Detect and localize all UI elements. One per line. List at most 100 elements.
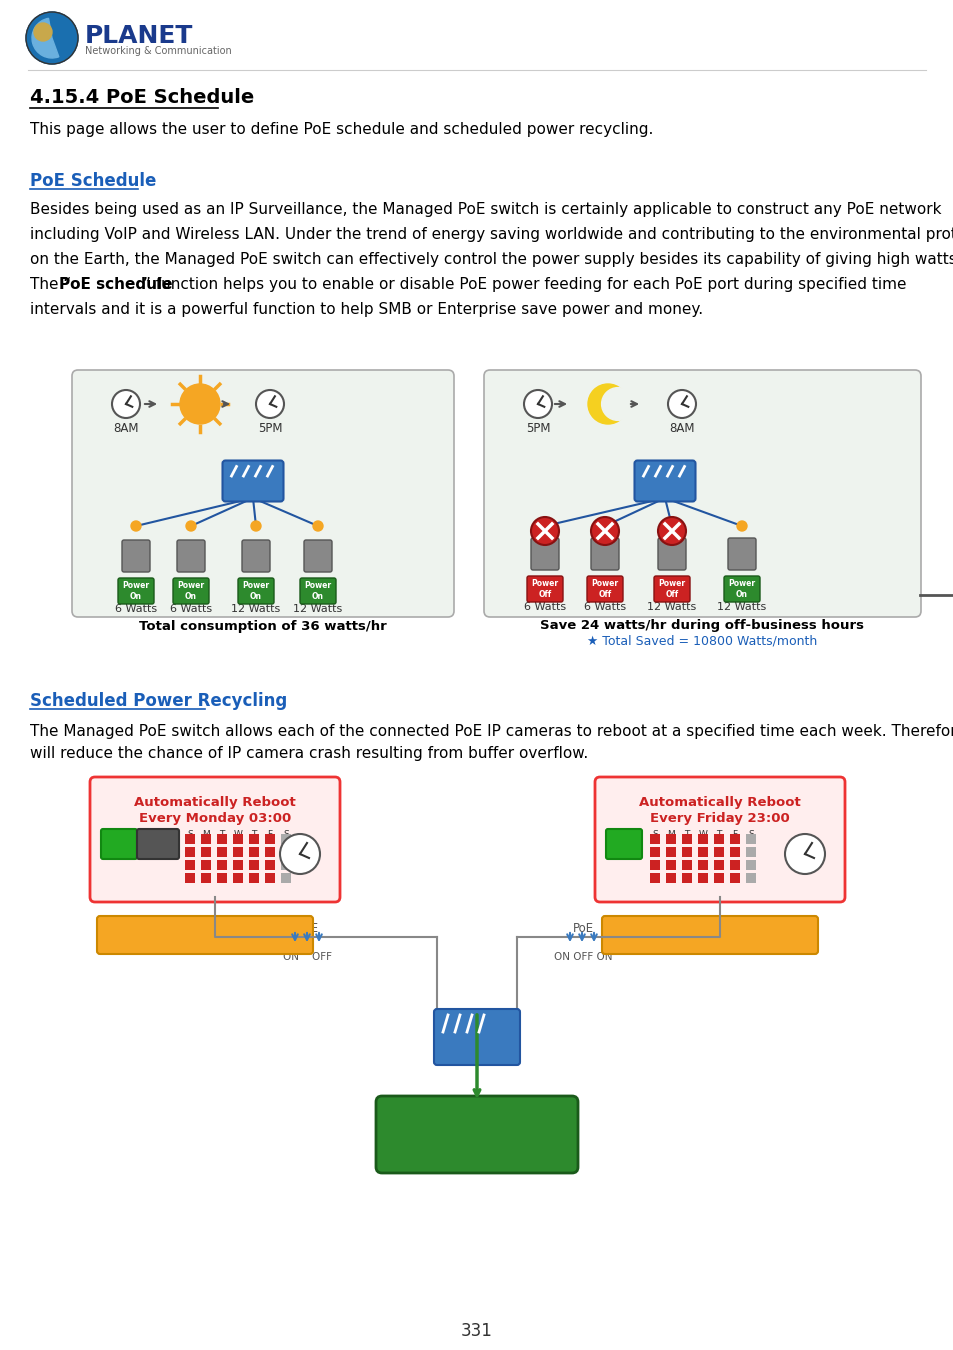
Circle shape [539, 521, 550, 531]
Circle shape [251, 521, 261, 531]
FancyBboxPatch shape [665, 873, 676, 883]
FancyBboxPatch shape [681, 873, 691, 883]
FancyBboxPatch shape [713, 873, 723, 883]
FancyBboxPatch shape [233, 873, 243, 883]
Text: 12 Watts: 12 Watts [294, 603, 342, 614]
Text: including VoIP and Wireless LAN. Under the trend of energy saving worldwide and : including VoIP and Wireless LAN. Under t… [30, 227, 953, 242]
Text: Total consumption of 36 watts/hr: Total consumption of 36 watts/hr [139, 620, 387, 633]
Text: T: T [251, 830, 256, 838]
Circle shape [601, 387, 634, 420]
FancyBboxPatch shape [172, 578, 209, 603]
FancyBboxPatch shape [595, 778, 844, 902]
FancyBboxPatch shape [281, 834, 291, 844]
FancyBboxPatch shape [586, 576, 622, 602]
FancyBboxPatch shape [713, 860, 723, 869]
Text: PoE schedule: PoE schedule [59, 277, 172, 292]
FancyBboxPatch shape [526, 576, 562, 602]
FancyBboxPatch shape [249, 846, 258, 857]
FancyBboxPatch shape [185, 860, 194, 869]
Text: 5PM: 5PM [257, 423, 282, 435]
FancyBboxPatch shape [281, 873, 291, 883]
Text: 8AM: 8AM [113, 423, 138, 435]
Text: Every Friday 23:00: Every Friday 23:00 [649, 811, 789, 825]
Circle shape [26, 12, 78, 63]
Text: S: S [283, 830, 289, 838]
Text: 5PM: 5PM [525, 423, 550, 435]
Text: ” function helps you to enable or disable PoE power feeding for each PoE port du: ” function helps you to enable or disabl… [143, 277, 905, 292]
Text: OFF: OFF [146, 838, 170, 849]
FancyBboxPatch shape [729, 873, 740, 883]
Text: will reduce the chance of IP camera crash resulting from buffer overflow.: will reduce the chance of IP camera cras… [30, 747, 588, 761]
Text: Networking & Communication: Networking & Communication [85, 46, 232, 55]
Text: 6 Watts: 6 Watts [523, 602, 565, 612]
FancyBboxPatch shape [281, 860, 291, 869]
FancyBboxPatch shape [375, 1096, 578, 1173]
FancyBboxPatch shape [665, 846, 676, 857]
FancyBboxPatch shape [304, 540, 332, 572]
FancyBboxPatch shape [698, 860, 707, 869]
Text: This page allows the user to define PoE schedule and scheduled power recycling.: This page allows the user to define PoE … [30, 122, 653, 136]
FancyBboxPatch shape [122, 540, 150, 572]
Text: S: S [747, 830, 753, 838]
Text: Scheduled Power Recycling: Scheduled Power Recycling [30, 693, 287, 710]
Circle shape [590, 517, 618, 545]
Text: F: F [267, 830, 273, 838]
Text: on the Earth, the Managed PoE switch can effectively control the power supply be: on the Earth, the Managed PoE switch can… [30, 252, 953, 267]
FancyBboxPatch shape [185, 873, 194, 883]
Text: per port: per port [493, 1138, 560, 1153]
Text: W: W [698, 830, 707, 838]
Text: power recycling: power recycling [374, 1138, 510, 1153]
FancyBboxPatch shape [745, 834, 755, 844]
Text: ★ Total Saved = 10800 Watts/month: ★ Total Saved = 10800 Watts/month [587, 634, 817, 648]
FancyBboxPatch shape [483, 370, 920, 617]
Text: ON OFF ON: ON OFF ON [553, 952, 612, 963]
Circle shape [313, 521, 323, 531]
FancyBboxPatch shape [201, 834, 211, 844]
Text: ON: ON [110, 838, 128, 849]
FancyBboxPatch shape [249, 873, 258, 883]
FancyBboxPatch shape [729, 860, 740, 869]
Text: Save 24 watts/hr during off-business hours: Save 24 watts/hr during off-business hou… [540, 620, 863, 632]
FancyBboxPatch shape [590, 539, 618, 570]
FancyBboxPatch shape [745, 860, 755, 869]
FancyBboxPatch shape [654, 576, 689, 602]
Circle shape [667, 390, 696, 418]
Text: 6 Watts: 6 Watts [114, 603, 157, 614]
FancyBboxPatch shape [665, 834, 676, 844]
FancyBboxPatch shape [216, 846, 227, 857]
Text: Besides being used as an IP Surveillance, the Managed PoE switch is certainly ap: Besides being used as an IP Surveillance… [30, 202, 941, 217]
Text: Power
On: Power On [177, 582, 204, 601]
FancyBboxPatch shape [249, 834, 258, 844]
FancyBboxPatch shape [90, 778, 339, 902]
Text: M: M [202, 830, 210, 838]
Text: S: S [652, 830, 658, 838]
Circle shape [34, 23, 52, 40]
Text: CPU/Buffer: CPU/Buffer [169, 922, 241, 934]
FancyBboxPatch shape [185, 834, 194, 844]
FancyBboxPatch shape [201, 873, 211, 883]
Text: 4.15.4 PoE Schedule: 4.15.4 PoE Schedule [30, 88, 254, 107]
FancyBboxPatch shape [727, 539, 755, 570]
FancyBboxPatch shape [681, 834, 691, 844]
Text: 6 Watts: 6 Watts [583, 602, 625, 612]
Text: Automatically Reboot: Automatically Reboot [639, 796, 800, 809]
Circle shape [131, 521, 141, 531]
FancyBboxPatch shape [681, 846, 691, 857]
FancyBboxPatch shape [118, 578, 153, 603]
FancyBboxPatch shape [97, 917, 313, 954]
Circle shape [737, 521, 746, 531]
Text: PLANET: PLANET [85, 24, 193, 49]
Text: S: S [187, 830, 193, 838]
Circle shape [112, 390, 140, 418]
FancyBboxPatch shape [177, 540, 205, 572]
Text: Power
On: Power On [728, 579, 755, 598]
Text: The “: The “ [30, 277, 71, 292]
Text: M: M [666, 830, 674, 838]
Circle shape [666, 521, 677, 531]
FancyBboxPatch shape [201, 860, 211, 869]
FancyBboxPatch shape [605, 829, 641, 859]
FancyBboxPatch shape [698, 834, 707, 844]
FancyBboxPatch shape [249, 860, 258, 869]
Text: F: F [732, 830, 737, 838]
Circle shape [658, 517, 685, 545]
